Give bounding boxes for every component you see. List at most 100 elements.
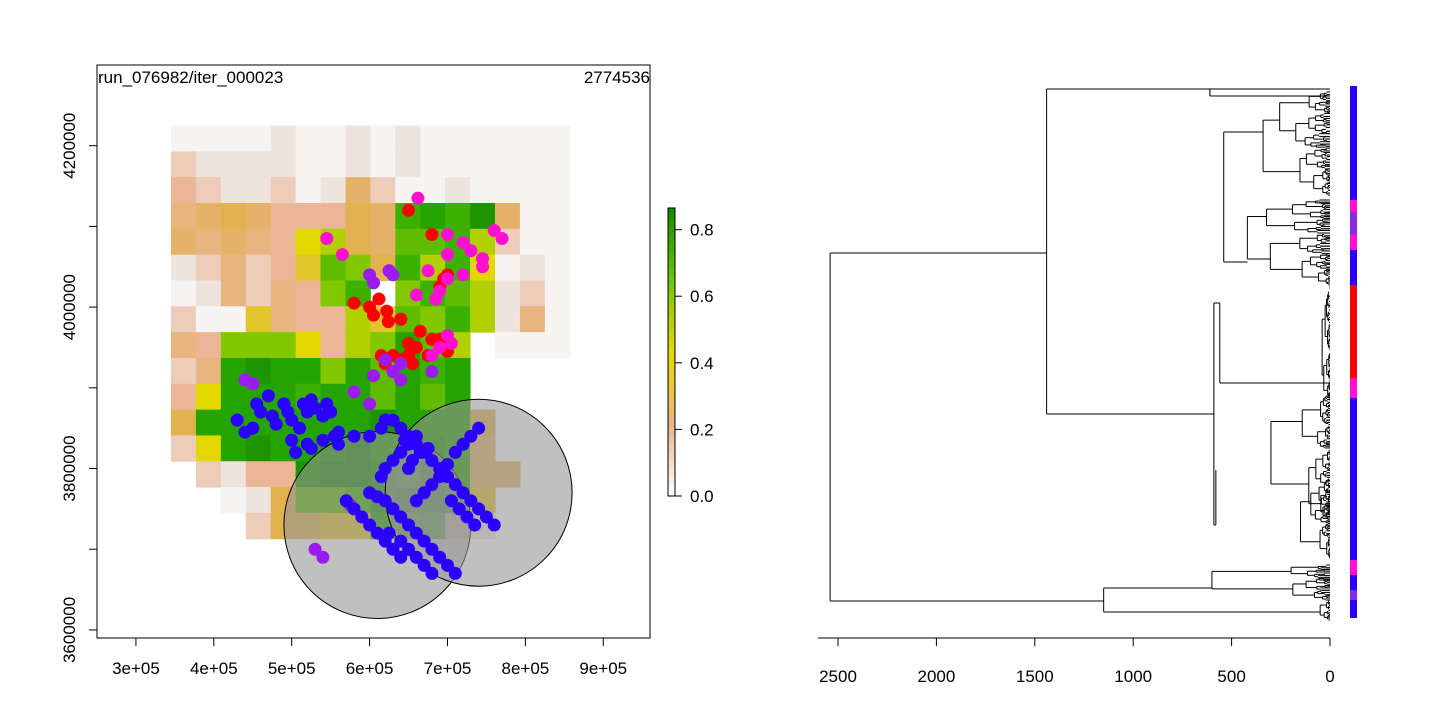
cluster-color-segment	[1350, 212, 1357, 235]
heatmap-cell	[170, 203, 197, 230]
sample-point-magenta	[421, 264, 435, 278]
sample-point-blue	[331, 437, 345, 451]
sample-point-blue	[425, 478, 439, 492]
cluster-color-segment	[1350, 235, 1357, 250]
heatmap-cell	[320, 332, 346, 359]
heatmap-cell	[220, 177, 247, 204]
heatmap-cell	[544, 280, 571, 307]
heatmap-cell	[245, 461, 272, 488]
map-count-label: 2774536	[584, 68, 650, 87]
sample-point-blue	[261, 389, 275, 403]
heatmap-cell	[519, 125, 546, 152]
sample-point-blue	[472, 421, 486, 435]
sample-point-blue	[448, 478, 462, 492]
heatmap-cell	[495, 203, 521, 230]
legend-tick-label: 0.2	[690, 420, 714, 439]
dendrogram-panel: 2500 2000 1500 1000 500 0	[818, 86, 1357, 686]
heatmap-cell	[220, 228, 247, 256]
sample-point-blue	[378, 462, 392, 476]
sample-point-blue	[394, 445, 408, 459]
heatmap-cell	[270, 461, 297, 488]
sample-point-blue	[409, 494, 423, 508]
heatmap-cell	[220, 151, 247, 178]
heatmap-cell	[495, 177, 521, 204]
sample-point-red	[381, 315, 395, 329]
sample-point-blue	[246, 421, 260, 435]
heatmap-cell	[220, 435, 247, 462]
heatmap-cell	[420, 151, 446, 178]
sample-point-blue	[347, 502, 361, 516]
heatmap-cell	[270, 280, 297, 307]
sample-point-blue	[230, 413, 244, 427]
map-x-tick-label: 5e+05	[268, 659, 316, 678]
legend-tick-label: 0.4	[690, 354, 714, 373]
sample-point-purple	[308, 542, 322, 556]
heatmap-cell	[395, 125, 421, 152]
heatmap-cell	[270, 151, 297, 178]
sample-point-blue	[464, 494, 478, 508]
heatmap-cell	[445, 306, 471, 333]
sample-point-purple	[378, 353, 392, 367]
heatmap-cell	[195, 151, 222, 178]
heatmap-cell	[320, 151, 346, 178]
sample-point-magenta	[411, 191, 425, 205]
heatmap-cell	[295, 203, 322, 230]
heatmap-cell	[445, 125, 471, 152]
sample-point-blue	[460, 510, 474, 524]
sample-point-blue	[370, 526, 384, 540]
sample-point-blue	[409, 526, 423, 540]
heatmap-cell	[470, 125, 496, 152]
map-y-tick-label: 3600000	[60, 597, 79, 663]
heatmap-cell	[420, 177, 446, 204]
dendrogram-x-tick-label: 1000	[1114, 667, 1152, 686]
heatmap-cell	[245, 512, 272, 540]
heatmap-cell	[195, 254, 222, 281]
heatmap-cell	[220, 254, 247, 281]
heatmap-cell	[395, 254, 421, 281]
sample-point-purple	[316, 550, 330, 564]
heatmap-cell	[195, 228, 222, 256]
sample-point-blue	[304, 441, 318, 455]
map-x-tick-label: 8e+05	[502, 659, 550, 678]
heatmap-cell	[170, 125, 197, 152]
sample-point-blue	[378, 494, 392, 508]
heatmap-cell	[245, 228, 272, 256]
heatmap-cell	[195, 357, 222, 385]
heatmap-cell	[245, 151, 272, 178]
cluster-color-segment	[1350, 575, 1357, 590]
sample-point-blue	[269, 417, 283, 431]
heatmap-cell	[519, 254, 546, 281]
sample-point-purple	[394, 357, 408, 371]
heatmap-cell	[220, 461, 247, 488]
heatmap-cell	[345, 151, 371, 178]
heatmap-cell	[345, 357, 371, 385]
legend-tick-label: 0.6	[690, 287, 714, 306]
heatmap-cell	[270, 125, 297, 152]
sample-point-blue	[472, 502, 486, 516]
sample-point-purple	[367, 276, 380, 290]
heatmap-cell	[295, 306, 322, 333]
sample-point-blue	[479, 510, 493, 524]
sample-point-blue	[440, 457, 454, 471]
sample-point-blue	[324, 405, 338, 419]
sample-point-red	[413, 324, 427, 338]
heatmap-cell	[295, 177, 322, 204]
heatmap-cell	[420, 383, 446, 411]
sample-point-purple	[382, 264, 396, 278]
cluster-color-segment	[1350, 378, 1357, 398]
sample-point-blue	[394, 550, 408, 564]
heatmap-cell	[245, 280, 272, 307]
sample-point-blue	[308, 401, 322, 415]
heatmap-cell	[220, 306, 247, 333]
cluster-color-segment	[1350, 250, 1357, 285]
heatmap-cell	[320, 177, 346, 204]
sample-point-red	[405, 357, 419, 371]
heatmap-cell	[195, 461, 222, 488]
color-legend: 0.0 0.2 0.4 0.6 0.8	[667, 207, 714, 506]
heatmap-cell	[295, 151, 322, 178]
dendrogram-x-axis: 2500 2000 1500 1000 500 0	[818, 637, 1335, 686]
heatmap-cell	[295, 357, 322, 385]
sample-point-blue	[285, 433, 299, 447]
sample-point-blue	[402, 437, 416, 451]
